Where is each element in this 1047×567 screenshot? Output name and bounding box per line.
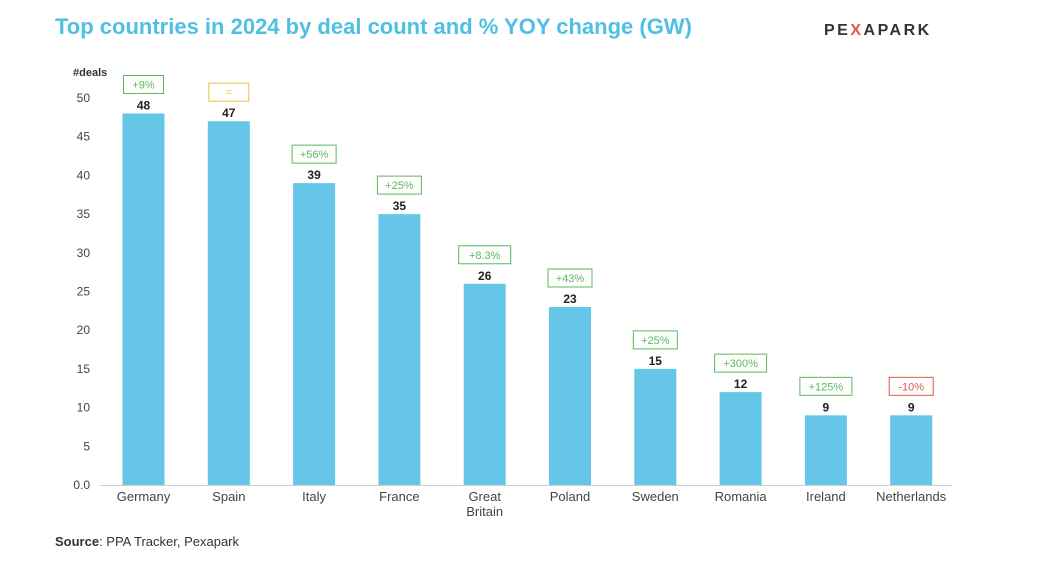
yoy-badge-box [376,175,422,195]
y-tick-label: 20 [77,323,91,337]
yoy-badge: +125% [799,376,853,396]
bar [549,306,591,485]
yoy-badge: +25% [632,330,678,350]
yoy-badge-box [123,74,164,94]
yoy-badge-box [799,376,853,396]
yoy-badge: +56% [291,144,337,164]
x-tick-label: Britain [466,504,503,519]
value-label: 47 [222,106,236,120]
value-label: 12 [734,377,748,391]
bar [634,368,677,485]
source-label: Source [55,534,100,549]
value-label: 26 [478,269,492,283]
yoy-badge-label: +43% [556,273,585,285]
yoy-badge-label: +56% [300,149,329,161]
x-tick-label: Spain [212,489,245,504]
bar [719,392,762,485]
y-axis-label: #deals [73,67,107,79]
x-tick-label: Sweden [632,489,679,504]
yoy-badge-box [547,268,593,288]
bar [207,121,250,485]
yoy-badge-label: +25% [385,180,414,192]
yoy-badge-label: = [226,87,232,99]
yoy-badge-box [291,144,337,164]
yoy-badge-label: +25% [641,335,670,347]
value-label: 48 [137,98,151,112]
yoy-badge: +300% [714,353,768,373]
x-tick-label: Romania [715,489,768,504]
y-tick-label: 40 [77,168,91,182]
bar [463,283,506,485]
value-label: 39 [307,168,321,182]
logo-text-right: APARK [863,22,932,39]
bar [378,214,421,485]
value-label: 9 [908,400,915,414]
y-tick-label: 35 [77,207,91,221]
y-tick-label: 10 [77,401,91,415]
y-tick-label: 0.0 [73,478,90,492]
bar [890,415,933,485]
source-note: Source: PPA Tracker, Pexapark [55,534,239,549]
logo-text-left: PE [824,22,851,39]
x-tick-label: Netherlands [876,489,947,504]
x-tick-label: Italy [302,489,326,504]
bar [804,415,847,485]
x-tick-label: France [379,489,419,504]
yoy-badge: -10% [888,376,934,396]
yoy-badge-label: -10% [898,381,924,393]
chart-title: Top countries in 2024 by deal count and … [55,14,692,39]
yoy-badge-box [208,82,250,102]
yoy-badge: +25% [376,175,422,195]
yoy-badge-box [458,245,512,265]
source-text: : PPA Tracker, Pexapark [99,534,240,549]
yoy-badge: +8.3% [458,245,512,265]
x-tick-label: Ireland [806,489,846,504]
y-tick-label: 15 [77,362,91,376]
x-tick-label: Poland [550,489,590,504]
value-label: 23 [563,292,577,306]
value-label: 9 [823,400,830,414]
value-label: 15 [649,354,663,368]
y-tick-label: 45 [77,130,91,144]
y-tick-label: 30 [77,246,91,260]
yoy-badge: +43% [547,268,593,288]
y-tick-label: 5 [83,439,90,453]
value-label: 35 [393,199,407,213]
yoy-badge-label: +9% [132,79,155,91]
yoy-badge-box [714,353,768,373]
logo-mark: X [850,22,864,39]
yoy-badge-label: +8.3% [469,250,501,262]
x-tick-label: Germany [117,489,171,504]
yoy-badge-box [888,376,934,396]
bar [122,113,165,485]
bar [293,183,336,485]
y-tick-label: 25 [77,285,91,299]
yoy-badge-label: +300% [723,358,758,370]
yoy-badge: +9% [123,74,164,94]
yoy-badge-label: +125% [809,381,844,393]
x-tick-label: Great [468,489,501,504]
yoy-badge: = [208,82,250,102]
pexapark-logo: PEXAPARK [824,22,932,40]
y-tick-label: 50 [77,91,91,105]
yoy-badge-box [632,330,678,350]
